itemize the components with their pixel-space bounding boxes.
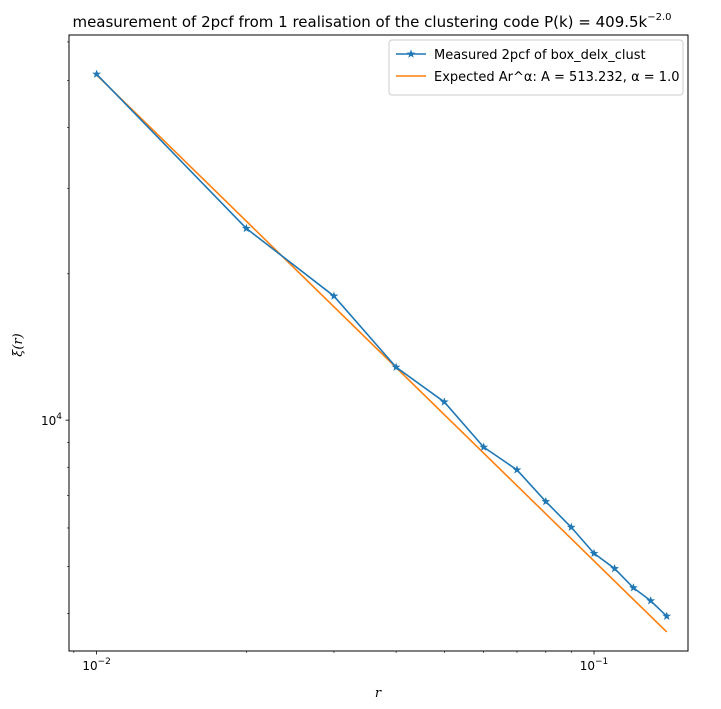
legend-frame (388, 39, 684, 96)
x-tick-label-base: 10 (82, 659, 97, 673)
legend-label-measured: Measured 2pcf of box_delx_clust (434, 48, 646, 63)
measured-2pcf-point (241, 223, 251, 233)
y-tick-label-exponent: 4 (56, 412, 62, 422)
measured-2pcf-point (541, 496, 551, 506)
measured-2pcf-point (329, 291, 339, 300)
measured-2pcf-point (629, 583, 638, 592)
y-tick-label-base: 10 (41, 414, 56, 428)
x-tick-label-exponent: −2 (98, 657, 111, 667)
legend-label-expected: Expected Ar^α: A = 513.232, α = 1.0 (434, 70, 679, 85)
measured-2pcf-point (92, 69, 101, 78)
measured-2pcf-point (512, 465, 522, 474)
x-tick-label-exponent: −1 (595, 657, 608, 667)
y-tick-label: 104 (41, 412, 62, 428)
measured-2pcf-point (589, 548, 599, 558)
measured-2pcf-line (96, 73, 668, 617)
series-layer (92, 69, 672, 633)
x-tick-label: 10−1 (580, 657, 609, 673)
y-axis-label: ξ(r) (11, 333, 26, 357)
measured-2pcf-point (439, 397, 449, 406)
measured-2pcf-point (479, 442, 489, 451)
chart-title-exponent: −2.0 (647, 12, 671, 23)
x-tick-label: 10−2 (82, 657, 111, 673)
x-tick-label-base: 10 (580, 659, 595, 673)
chart-title: measurement of 2pcf from 1 realisation o… (72, 12, 671, 31)
expected-power-law-line (96, 74, 668, 633)
measured-2pcf-point (566, 522, 576, 531)
plot-frame (68, 34, 689, 652)
chart-title-text: measurement of 2pcf from 1 realisation o… (72, 13, 647, 31)
legend: Measured 2pcf of box_delx_clust Expected… (388, 39, 684, 96)
legend-marker-measured (406, 49, 416, 58)
measured-2pcf-point (610, 563, 619, 573)
plot-area (69, 35, 688, 651)
x-axis-label: r (375, 686, 382, 701)
measured-2pcf-point (646, 596, 656, 605)
measured-2pcf-point (391, 362, 401, 371)
x-axis-ticks: 10−2 10−1 (73, 651, 609, 673)
measured-2pcf-point (662, 611, 672, 620)
